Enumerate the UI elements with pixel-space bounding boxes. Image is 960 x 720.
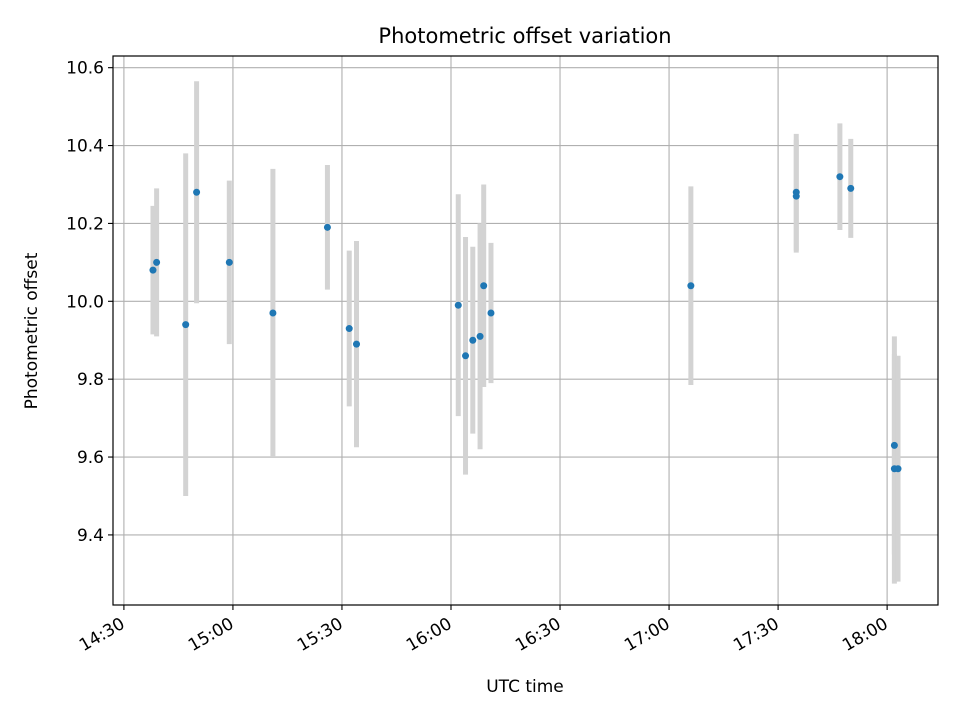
data-point (225, 258, 233, 266)
x-tick-label: 14:30 (76, 614, 128, 656)
x-tick-label: 18:00 (839, 614, 891, 656)
y-tick-label: 10.4 (66, 137, 104, 157)
x-tick-label: 17:00 (621, 614, 673, 656)
data-point (836, 173, 844, 181)
y-axis-label: Photometric offset (22, 252, 42, 409)
data-point (687, 282, 695, 290)
x-axis-label: UTC time (486, 677, 564, 697)
data-point (454, 301, 462, 309)
data-point (193, 188, 201, 196)
data-point (847, 184, 855, 192)
data-point (894, 465, 902, 473)
data-point (153, 258, 161, 266)
y-tick-label: 9.4 (77, 526, 104, 546)
grid (113, 56, 938, 605)
x-tick-label: 15:30 (294, 614, 346, 656)
y-tick-label: 9.6 (77, 448, 104, 468)
y-axis: 9.4 9.6 9.8 10.0 10.2 10.4 10.6 (66, 59, 113, 546)
x-tick-label: 16:00 (403, 614, 455, 656)
data-point (462, 352, 470, 360)
data-point (792, 188, 800, 196)
x-tick-label: 15:00 (185, 614, 237, 656)
y-tick-label: 9.8 (77, 370, 104, 390)
data-point (487, 309, 495, 317)
y-tick-label: 10.2 (66, 214, 104, 234)
x-axis: 14:30 15:00 15:30 16:00 16:30 17:00 17:30 18:00 (76, 605, 892, 656)
y-tick-label: 10.0 (66, 292, 104, 312)
x-tick-label: 16:30 (512, 614, 564, 656)
data-point (269, 309, 277, 317)
x-tick-label: 17:30 (730, 614, 782, 656)
data-point (345, 325, 353, 333)
error-bars (150, 81, 901, 584)
y-tick-label: 10.6 (66, 59, 104, 79)
data-point (469, 336, 477, 344)
data-point (890, 441, 898, 449)
data-point (149, 266, 157, 274)
data-points (149, 173, 902, 473)
data-point (480, 282, 488, 290)
plot-frame (112, 55, 939, 606)
data-point (353, 340, 361, 348)
chart-title: Photometric offset variation (378, 24, 671, 48)
data-point (476, 332, 484, 340)
data-point (323, 223, 331, 231)
data-point (182, 321, 190, 329)
